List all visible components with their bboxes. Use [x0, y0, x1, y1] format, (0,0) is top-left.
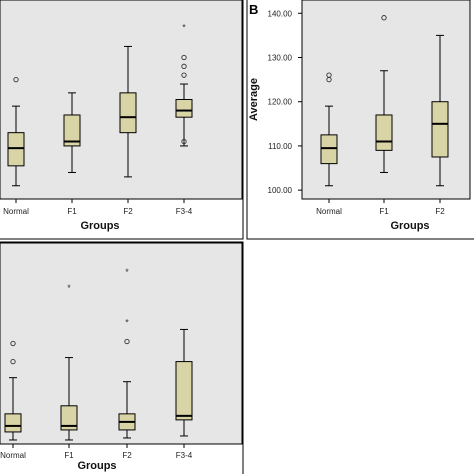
- box-1: [320, 72, 338, 187]
- box-iqr: [320, 134, 338, 165]
- box-iqr: [7, 132, 25, 167]
- box-1: [4, 340, 22, 441]
- y-axis-title: Average: [248, 78, 260, 121]
- x-tick-label: F1: [64, 451, 74, 460]
- box-3: **: [118, 267, 136, 439]
- extreme-point: *: [125, 317, 129, 327]
- outlier-point: [181, 54, 187, 61]
- box-3: [119, 45, 137, 178]
- box-iqr: [60, 405, 78, 431]
- outlier-point: [181, 138, 187, 145]
- box-4: *: [175, 23, 193, 147]
- x-axis-title: Groups: [80, 220, 119, 232]
- x-tick-label: F3-4: [176, 451, 193, 460]
- x-tick-label: Normal: [0, 451, 26, 460]
- outlier-point: [181, 72, 187, 78]
- outlier-point: [13, 76, 19, 83]
- box-iqr: [375, 114, 393, 151]
- plot-area: [301, 0, 471, 200]
- box-2: [63, 92, 81, 173]
- extreme-point: *: [67, 283, 71, 293]
- extreme-point: *: [125, 267, 129, 277]
- y-tick-label: 100.00: [268, 186, 293, 195]
- x-tick-label: F2: [122, 451, 132, 460]
- x-tick-label: Normal: [316, 207, 342, 216]
- x-tick-label: F1: [67, 207, 77, 216]
- box-2: [375, 15, 393, 173]
- y-tick-label: 110.00: [268, 142, 292, 151]
- x-axis-title: Groups: [77, 460, 116, 472]
- outlier-point: [124, 338, 130, 345]
- outlier-point: [181, 63, 187, 69]
- outlier-point: [10, 340, 16, 347]
- x-tick-label: F2: [123, 207, 133, 216]
- box-2: *: [60, 283, 78, 441]
- x-tick-label: F3-4: [176, 207, 193, 216]
- x-tick-label: F1: [379, 207, 389, 216]
- box-1: [7, 76, 25, 187]
- outlier-point: [381, 15, 387, 21]
- chart-panel-2: 100.00 110.00 120.00 130.00 140.00 Average B No…: [246, 0, 474, 240]
- plot-area: [0, 242, 243, 445]
- y-tick-label: 120.00: [268, 98, 293, 107]
- panel-letter: B: [249, 2, 258, 17]
- box-iqr: [4, 413, 22, 433]
- y-tick-label: 140.00: [268, 9, 293, 18]
- box-4: [175, 328, 193, 437]
- box-iqr: [175, 99, 193, 118]
- x-tick-label: F2: [435, 207, 445, 216]
- extreme-point: *: [182, 23, 186, 33]
- x-tick-label: Normal: [3, 207, 29, 216]
- box-iqr: [175, 361, 193, 421]
- outlier-point: [326, 72, 332, 78]
- box-3: [431, 34, 449, 187]
- box-iqr: [119, 92, 137, 134]
- chart-panel-1: Normal F1 F2 F3-4 Groups *: [0, 0, 244, 240]
- box-iqr: [63, 114, 81, 147]
- outlier-point: [10, 358, 16, 365]
- box-iqr: [431, 101, 449, 158]
- y-tick-label: 130.00: [268, 53, 293, 62]
- x-axis-title: Groups: [390, 220, 429, 232]
